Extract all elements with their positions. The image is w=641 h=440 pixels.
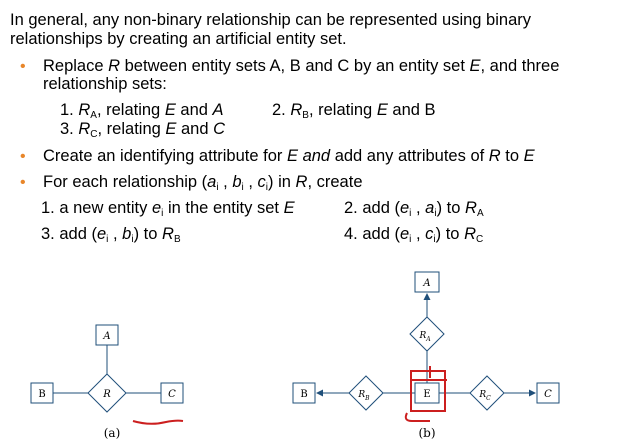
figure-b [292, 271, 560, 411]
entity-a-label: A [102, 331, 110, 342]
entity-c-label: C [168, 389, 176, 400]
relationship-rc-label: RC [478, 390, 491, 402]
figure-a [30, 324, 184, 413]
list-item-ra: 1. RA, relating E and A [60, 101, 224, 121]
caption-b: (b) [418, 426, 435, 440]
intro-line-2: relationships by creating an artificial … [10, 30, 347, 48]
entity-c-label: C [544, 389, 552, 400]
entity-e [414, 382, 440, 404]
bullet-replace-line-2: relationship sets: [43, 75, 167, 93]
red-annotation-e [404, 366, 447, 422]
relationship-rc [469, 375, 505, 411]
relationship-ra-label: RA [418, 331, 431, 343]
entity-a-label: A [422, 278, 430, 289]
step-add-to-rc: 4. add (ei , ci) to RC [344, 225, 484, 245]
entity-b [292, 382, 316, 404]
entity-a [95, 324, 119, 346]
relationship-ra [409, 316, 445, 352]
bullet-dot: • [20, 174, 26, 191]
entity-a [414, 271, 440, 293]
step-add-to-rb: 3. add (ei , bi) to RB [41, 225, 181, 245]
entity-e-label: E [423, 389, 430, 400]
bullet-for-each: For each relationship (ai , bi , ci) in … [43, 173, 363, 193]
entity-b [30, 382, 54, 404]
entity-c [160, 382, 184, 404]
entity-b-label: B [300, 389, 307, 400]
bullet-replace-line-1: Replace R between entity sets A, B and C… [43, 57, 560, 75]
list-item-rb: 2. RB, relating E and B [272, 101, 436, 121]
entity-c [536, 382, 560, 404]
bullet-dot: • [20, 148, 26, 165]
relationship-rb [348, 375, 384, 411]
intro-line-1: In general, any non-binary relationship … [10, 11, 531, 29]
relationship-r-label: R [102, 389, 111, 400]
bullet-identifying-attribute: Create an identifying attribute for E an… [43, 147, 535, 165]
red-annotation-underline [132, 419, 184, 425]
caption-a: (a) [104, 426, 121, 440]
step-new-entity: 1. a new entity ei in the entity set E [41, 199, 295, 219]
bullet-dot: • [20, 58, 26, 75]
relationship-rb-label: RB [357, 390, 370, 402]
entity-b-label: B [38, 389, 45, 400]
relationship-r [87, 373, 127, 413]
list-item-rc: 3. RC, relating E and C [60, 120, 226, 140]
step-add-to-ra: 2. add (ei , ai) to RA [344, 199, 484, 219]
